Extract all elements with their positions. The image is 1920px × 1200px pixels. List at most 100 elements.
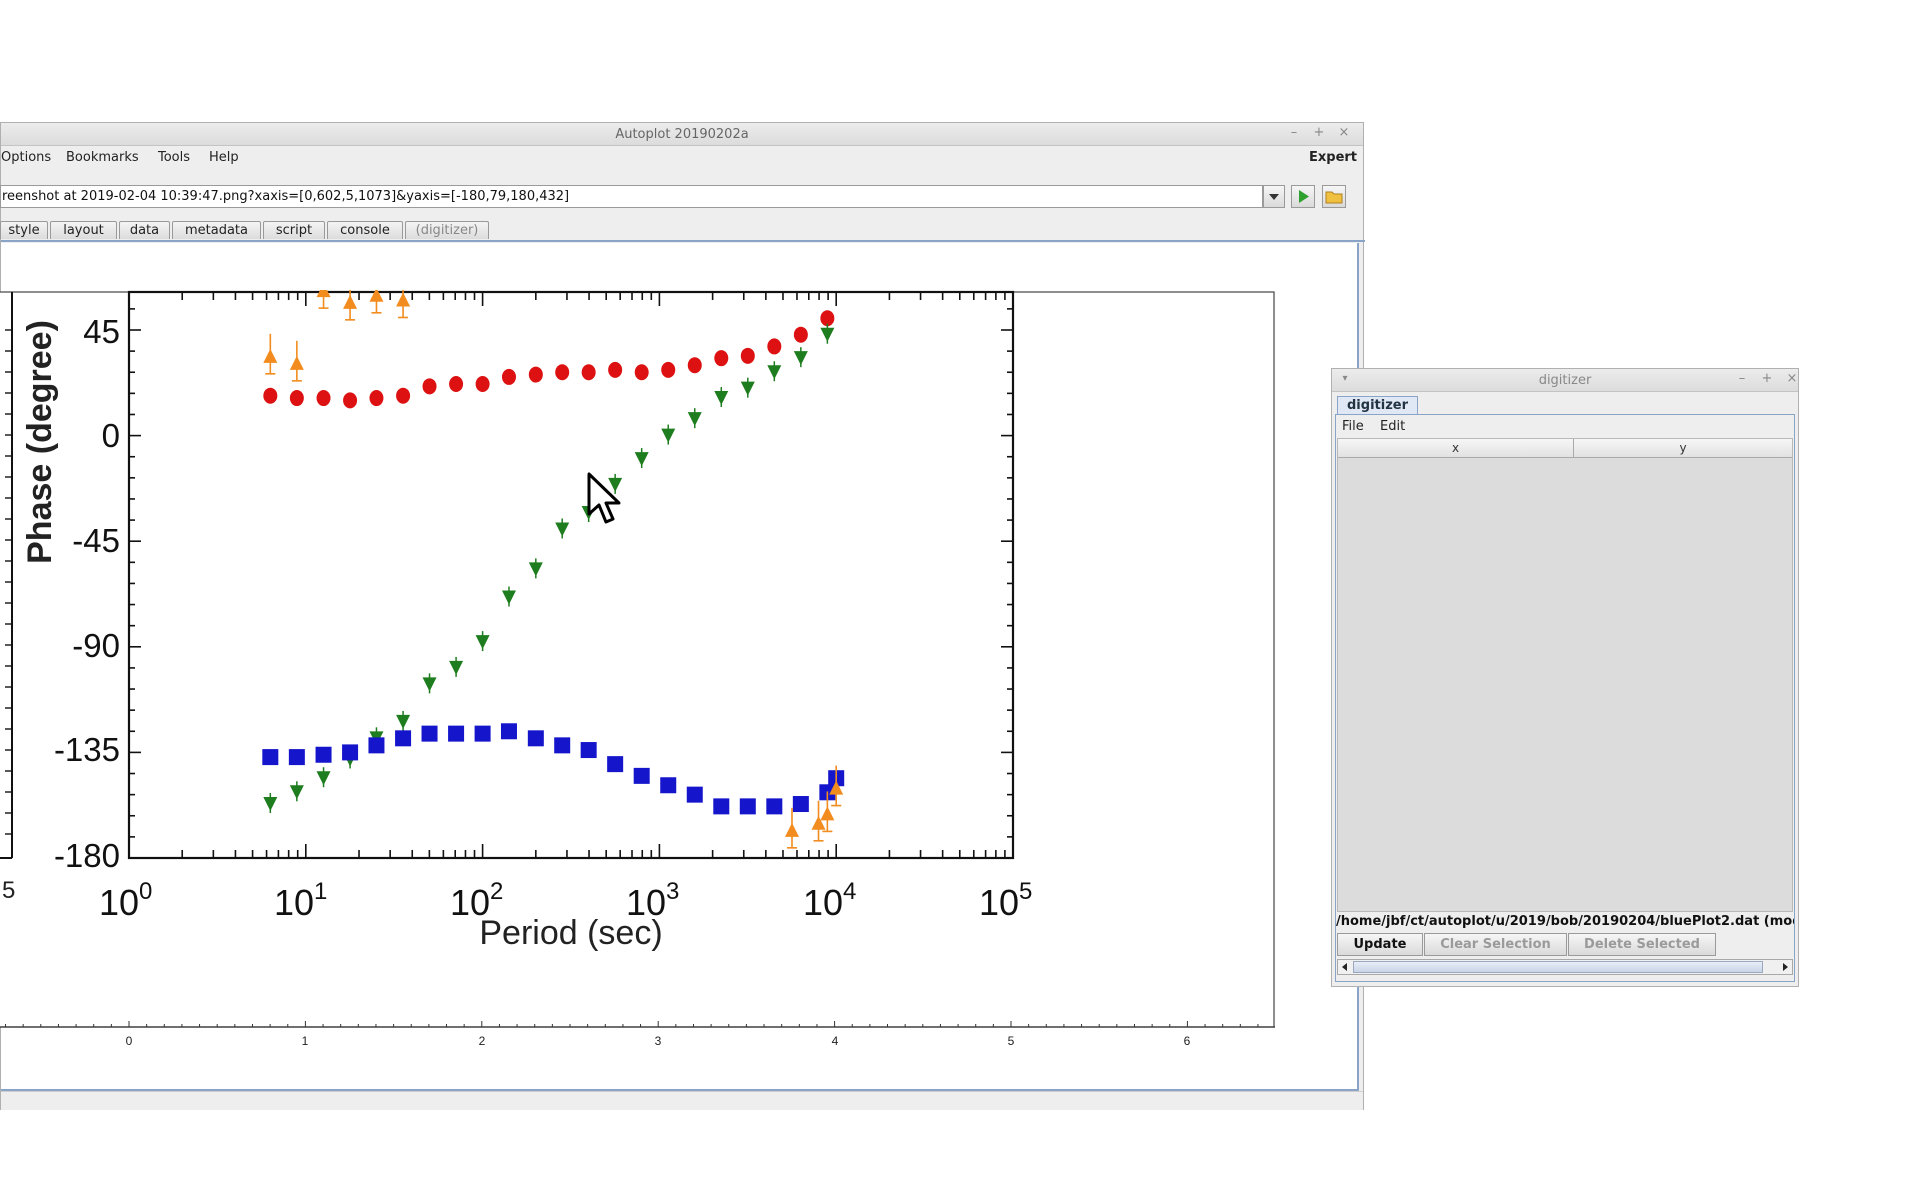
menu-help[interactable]: Help: [209, 150, 239, 165]
close-button[interactable]: ×: [1338, 125, 1350, 140]
uri-dropdown-button[interactable]: [1263, 185, 1285, 208]
data-point-blue: [262, 749, 279, 766]
data-point-blue: [342, 744, 359, 761]
data-point-blue: [686, 786, 703, 803]
minimize-button[interactable]: –: [1290, 125, 1298, 140]
data-point-blue: [395, 730, 412, 747]
digitizer-menu-bar: File Edit: [1336, 415, 1794, 437]
data-point-red: [581, 364, 596, 381]
table-header-y[interactable]: y: [1574, 439, 1792, 458]
table-header-x[interactable]: x: [1338, 439, 1574, 458]
tab-data[interactable]: data: [119, 221, 170, 239]
folder-icon: [1325, 191, 1343, 204]
data-point-blue: [766, 798, 783, 815]
data-point-red: [740, 347, 755, 364]
digitizer-tab[interactable]: digitizer: [1337, 396, 1418, 414]
bottom-axis-label: 2: [479, 1034, 486, 1048]
tab-metadata[interactable]: metadata: [172, 221, 261, 239]
y-tick-label: -90: [72, 627, 120, 664]
bottom-axis-label: 0: [126, 1034, 133, 1048]
data-point-blue: [315, 746, 332, 763]
digitizer-title-bar[interactable]: ▾ digitizer – + ×: [1332, 369, 1798, 392]
data-point-blue: [633, 767, 650, 784]
tab-console[interactable]: console: [327, 221, 403, 239]
data-point-red: [555, 364, 570, 381]
close-button[interactable]: ×: [1786, 371, 1798, 386]
maximize-button[interactable]: +: [1761, 371, 1773, 386]
menu-edit[interactable]: Edit: [1380, 419, 1406, 434]
data-point-red: [661, 361, 676, 378]
tab-style[interactable]: style: [0, 221, 48, 239]
y-tick-labels: 45 0 -45 -90 -135 -180: [54, 313, 120, 874]
data-marks: [262, 290, 845, 849]
data-point-blue: [288, 749, 305, 766]
tab-layout[interactable]: layout: [50, 221, 117, 239]
play-icon: [1299, 190, 1309, 203]
update-button[interactable]: Update: [1337, 933, 1423, 956]
x-tick-label: 105: [979, 878, 1032, 923]
data-point-red: [263, 387, 278, 404]
autoplot-x-axis-labels: 0 1 2 3 4 5 6: [126, 1034, 1191, 1048]
menu-bookmarks[interactable]: Bookmarks: [66, 150, 139, 165]
menu-file[interactable]: File: [1342, 419, 1364, 434]
data-point-red: [369, 390, 384, 407]
menu-options[interactable]: Options: [1, 150, 52, 165]
data-point-blue: [739, 798, 756, 815]
data-point-red: [528, 366, 543, 383]
status-bar: [1, 1091, 1363, 1110]
data-point-red: [820, 310, 835, 327]
delete-selected-button[interactable]: Delete Selected: [1568, 933, 1716, 956]
data-point-red: [316, 390, 331, 407]
data-point-blue: [500, 723, 517, 740]
window-title: Autoplot 20190202a: [615, 127, 749, 142]
image-frame: [0, 291, 1275, 1028]
minimize-button[interactable]: –: [1738, 371, 1746, 386]
clear-selection-button[interactable]: Clear Selection: [1424, 933, 1567, 956]
data-point-red: [687, 357, 702, 374]
data-point-red: [714, 350, 729, 367]
data-point-red: [449, 375, 464, 392]
x-tick-label: 102: [450, 878, 503, 923]
menu-tools[interactable]: Tools: [158, 150, 191, 165]
data-point-blue: [792, 796, 809, 813]
go-button[interactable]: [1291, 185, 1315, 208]
x-tick-label: 103: [626, 878, 679, 923]
y-tick-label: -45: [72, 522, 120, 559]
x-tick-label: 101: [274, 878, 327, 923]
plot-frame: [127, 290, 1015, 860]
data-point-red: [475, 375, 490, 392]
tab-digitizer[interactable]: (digitizer): [405, 221, 489, 239]
data-point-red: [793, 326, 808, 343]
expert-menu[interactable]: Expert: [1309, 150, 1358, 165]
data-point-blue: [421, 725, 438, 742]
data-point-blue: [607, 756, 624, 773]
maximize-button[interactable]: +: [1313, 125, 1325, 140]
scroll-thumb[interactable]: [1353, 961, 1763, 973]
data-point-blue: [527, 730, 544, 747]
window-menu-icon[interactable]: ▾: [1342, 373, 1348, 384]
horizontal-scrollbar[interactable]: [1337, 959, 1793, 975]
menu-bar: Options Bookmarks Tools Help Expert: [1, 146, 1363, 168]
x-axis-label: Period (sec): [479, 914, 662, 952]
plot-area[interactable]: 5 0 Phase (degree) 45 0 -45 -90 -135 -18…: [0, 290, 1280, 1060]
data-point-blue: [368, 737, 385, 754]
uri-input[interactable]: reenshot at 2019-02-04 10:39:47.png?xaxi…: [0, 185, 1263, 208]
bottom-axis-label: 5: [1008, 1034, 1015, 1048]
tab-row: style layout data metadata script consol…: [0, 221, 1365, 241]
title-bar[interactable]: Autoplot 20190202a – + ×: [1, 123, 1363, 146]
y-tick-label: 45: [83, 313, 120, 350]
tab-script[interactable]: script: [263, 221, 325, 239]
data-point-blue: [554, 737, 571, 754]
y-tick-label: 0: [102, 417, 120, 454]
bottom-axis-label: 4: [832, 1034, 839, 1048]
y-tick-label: -135: [54, 731, 120, 768]
browse-button[interactable]: [1322, 185, 1346, 208]
bottom-axis-label: 1: [302, 1034, 309, 1048]
scroll-left-icon[interactable]: [1338, 960, 1352, 974]
data-point-red: [608, 361, 623, 378]
points-table[interactable]: x y: [1337, 438, 1793, 912]
chevron-down-icon: [1269, 194, 1279, 200]
digitizer-window: ▾ digitizer – + × digitizer File Edit x …: [1331, 368, 1799, 987]
data-point-blue: [474, 725, 491, 742]
scroll-right-icon[interactable]: [1778, 960, 1792, 974]
